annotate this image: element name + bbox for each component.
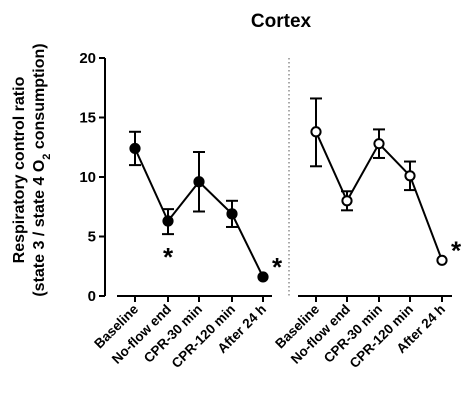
data-point xyxy=(436,254,448,266)
data-point xyxy=(162,215,174,227)
significance-marker: * xyxy=(163,242,174,272)
y-tick-label: 20 xyxy=(79,50,96,67)
y-tick-label: 10 xyxy=(79,169,96,186)
y-axis-label: Respiratory control ratio (state 3 / sta… xyxy=(11,43,53,296)
y-tick-label: 0 xyxy=(88,288,96,305)
data-point xyxy=(129,142,141,155)
y-tick-label: 15 xyxy=(79,110,96,127)
y-axis-label-line2: (state 3 / state 4 O2 consumption) xyxy=(31,43,53,296)
significance-marker: * xyxy=(272,252,283,282)
y-axis-label-line1: Respiratory control ratio xyxy=(11,76,28,263)
data-point xyxy=(404,170,416,182)
data-marks: * * * xyxy=(129,97,461,283)
data-point xyxy=(310,126,322,138)
data-point xyxy=(373,138,385,150)
data-point xyxy=(341,195,353,207)
y-tick-label: 5 xyxy=(88,229,96,246)
data-point xyxy=(257,271,269,283)
data-point xyxy=(193,176,205,188)
significance-marker: * xyxy=(451,235,461,265)
data-point xyxy=(226,208,238,220)
chart-title: Cortex xyxy=(251,11,312,32)
